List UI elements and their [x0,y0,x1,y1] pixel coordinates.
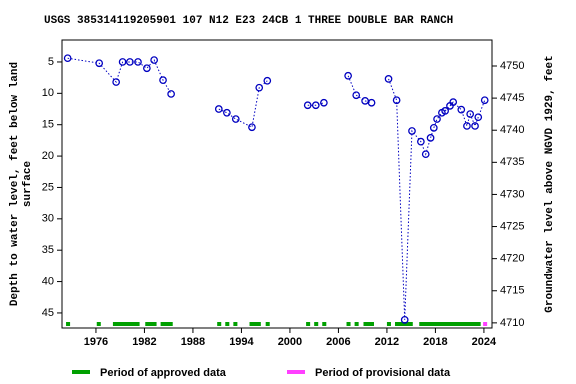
y2-tick-label: 4715 [500,285,524,297]
period-bar [112,322,140,326]
data-point [449,98,458,106]
period-bar [322,322,327,326]
data-point [384,75,393,83]
x-tick-label: 1994 [229,336,254,348]
data-point [457,105,466,114]
y2-tick-label: 4720 [500,253,524,265]
data-point [352,91,361,100]
y2-axis-label: Groundwater level above NGVD 1929, feet [544,55,556,312]
y-axis-label: Depth to water level, feet below land [9,62,21,306]
data-point [255,83,264,92]
y2-tick-label: 4735 [500,156,524,168]
y2-tick-label: 4745 [500,92,524,104]
period-bar [346,322,351,326]
data-point [263,76,272,85]
legend-label: Period of approved data [100,367,227,379]
data-point [429,123,438,132]
period-bar [160,322,173,326]
y-tick-label: 35 [42,244,54,256]
data-point [311,101,320,110]
data-point [150,56,158,64]
data-point [126,58,134,66]
data-point [223,108,231,117]
data-point [303,101,312,110]
period-bar [306,322,311,326]
y-tick-label: 5 [48,56,54,68]
period-bar [249,322,261,326]
data-point [463,122,471,130]
period-bar [145,322,157,326]
y-tick-label: 15 [42,119,54,131]
data-point [480,96,489,105]
x-tick-label: 2006 [326,336,350,348]
period-bar [217,322,222,326]
data-point [474,113,483,122]
data-point [426,134,435,142]
chart-title: USGS 385314119205901 107 N12 E23 24CB 1 … [44,15,453,27]
y2-tick-label: 4730 [500,188,524,200]
data-point [95,59,104,68]
y-tick-label: 10 [42,87,54,99]
data-point [408,127,416,135]
x-tick-label: 2018 [423,336,447,348]
data-point [421,150,430,159]
data-point [118,58,127,66]
x-tick-label: 1988 [181,336,205,348]
period-bar [66,322,71,326]
data-point [320,98,328,107]
x-tick-label: 2024 [472,336,497,348]
y-tick-label: 30 [42,213,54,225]
y-axis-label: surface [22,161,34,208]
data-point [112,78,121,86]
data-point [466,110,475,118]
period-bar [265,322,270,326]
period-bar [96,322,101,326]
y2-tick-label: 4750 [500,60,524,72]
y2-tick-label: 4710 [500,317,524,329]
period-bar [395,322,413,326]
data-point [441,107,449,115]
data-point [400,315,409,324]
data-point [63,54,72,63]
y-tick-label: 25 [42,181,54,193]
data-point [248,123,256,132]
period-bar [419,322,481,326]
data-point [392,96,401,105]
y-tick-label: 40 [42,275,54,287]
period-bar [386,322,391,326]
x-tick-label: 1982 [132,336,156,348]
period-bar [225,322,230,326]
data-point [471,122,479,130]
data-point [433,115,441,123]
period-bar [314,322,319,326]
x-tick-label: 1976 [84,336,108,348]
y-tick-label: 20 [42,150,54,162]
legend-label: Period of provisional data [315,367,451,379]
data-point [167,90,175,98]
y2-tick-label: 4725 [500,220,524,232]
data-point [344,71,352,80]
period-bar [354,322,359,326]
data-point [214,105,223,113]
period-bar [363,322,374,326]
data-point [367,98,376,107]
data-point [231,115,240,123]
period-bar [483,322,488,326]
y-tick-label: 45 [42,307,54,319]
plot-frame [61,39,493,329]
data-point [134,58,142,66]
data-point [417,137,425,146]
data-point [159,76,167,85]
period-bar [233,322,238,326]
y2-tick-label: 4740 [500,124,524,136]
series-line [67,57,486,320]
x-tick-label: 2012 [375,336,399,348]
x-tick-label: 2000 [278,336,302,348]
data-point [143,64,151,73]
